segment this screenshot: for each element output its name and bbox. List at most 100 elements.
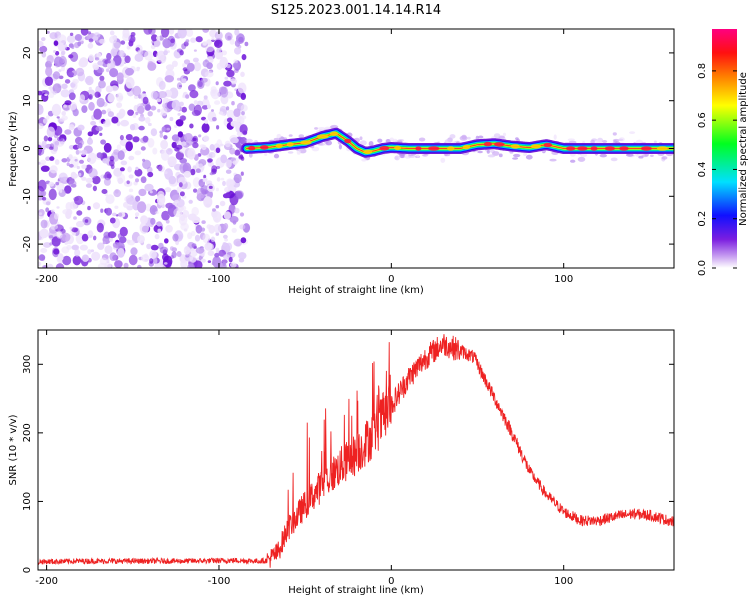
heatmap-noise-blob bbox=[46, 30, 50, 34]
heatmap-ridge-halo bbox=[487, 154, 496, 158]
heatmap-noise-blob bbox=[93, 235, 97, 241]
heatmap-noise-blob bbox=[212, 117, 217, 122]
colorbar-axis: 0.0 0.2 0.4 0.6 0.8 bbox=[697, 63, 737, 276]
heatmap-noise-blob bbox=[61, 158, 68, 163]
heatmap-y-axis: -20 -10 0 10 20 bbox=[22, 47, 674, 252]
heatmap-noise-blob bbox=[135, 111, 139, 116]
heatmap-noise-blob bbox=[177, 112, 181, 116]
heatmap-noise-blob bbox=[230, 157, 239, 164]
heatmap-noise-blob bbox=[234, 207, 240, 214]
heatmap-noise-blob bbox=[57, 34, 67, 45]
heatmap-noise-blob bbox=[198, 134, 202, 138]
heatmap-noise-blob bbox=[219, 143, 224, 147]
heatmap-noise-blob bbox=[99, 257, 108, 266]
heatmap-noise-blob bbox=[98, 80, 106, 89]
heatmap-noise-blob bbox=[220, 154, 228, 164]
heatmap-noise-blob bbox=[69, 32, 74, 36]
heatmap-noise-blob bbox=[127, 166, 132, 173]
heatmap-ridge-halo bbox=[602, 140, 608, 143]
heatmap-noise-blob bbox=[191, 109, 201, 117]
heatmap-signal-ridge bbox=[241, 124, 674, 163]
heatmap-noise-blob bbox=[228, 257, 233, 263]
snr-series-line bbox=[38, 334, 674, 568]
heatmap-noise-blob bbox=[65, 202, 73, 211]
heatmap-noise-blob bbox=[191, 216, 201, 224]
heatmap-ridge-halo bbox=[416, 153, 420, 158]
heatmap-noise-blob bbox=[210, 236, 216, 243]
heatmap-noise-blob bbox=[193, 188, 198, 193]
heatmap-noise-blob bbox=[148, 122, 152, 127]
heatmap-noise-blob bbox=[117, 248, 125, 258]
heatmap-ridge-halo bbox=[359, 140, 367, 146]
heatmap-noise-blob bbox=[161, 210, 171, 221]
heatmap-noise-blob bbox=[41, 37, 46, 42]
heatmap-noise-blob bbox=[119, 236, 127, 244]
heatmap-ridge-halo bbox=[661, 156, 668, 160]
heatmap-noise-blob bbox=[137, 235, 145, 244]
heatmap-noise-blob bbox=[72, 255, 82, 266]
heatmap-noise-blob bbox=[177, 29, 187, 39]
heatmap-noise-blob bbox=[77, 124, 85, 131]
heatmap-ridge-halo bbox=[568, 140, 577, 144]
heatmap-noise-blob bbox=[165, 64, 175, 71]
heatmap-noise-blob bbox=[72, 108, 79, 117]
heatmap-noise-blob bbox=[88, 95, 92, 99]
heatmap-noise-blob bbox=[96, 97, 105, 108]
heatmap-ridge-halo bbox=[617, 138, 624, 141]
heatmap-noise-blob bbox=[45, 207, 50, 213]
heatmap-noise-blob bbox=[152, 257, 158, 265]
heatmap-noise-blob bbox=[81, 254, 89, 262]
heatmap-noise-blob bbox=[81, 164, 87, 170]
heatmap-noise-blob bbox=[240, 92, 246, 100]
colorbar: 0.0 0.2 0.4 0.6 0.8 Normalized spectral ampl… bbox=[697, 29, 749, 276]
heatmap-noise-blob bbox=[128, 188, 134, 193]
heatmap-noise-blob bbox=[206, 62, 213, 70]
heatmap-noise-blob bbox=[241, 110, 245, 116]
heatmap-noise-blob bbox=[201, 116, 206, 121]
heatmap-noise-blob bbox=[109, 35, 117, 44]
heatmap-noise-blob bbox=[222, 242, 227, 247]
heatmap-noise-blob bbox=[49, 146, 54, 150]
heatmap-noise-blob bbox=[225, 159, 232, 168]
heatmap-noise-blob bbox=[215, 187, 219, 192]
heatmap-noise-blob bbox=[189, 123, 194, 129]
heatmap-noise-blob bbox=[132, 113, 137, 118]
heatmap-noise-blob bbox=[228, 203, 236, 214]
heatmap-ridge-peak bbox=[260, 145, 269, 150]
heatmap-noise-blob bbox=[87, 131, 94, 137]
heatmap-noise-blob bbox=[229, 262, 237, 268]
heatmap-ridge-halo bbox=[287, 151, 294, 154]
heatmap-noise-blob bbox=[88, 86, 92, 90]
heatmap-noise-blob bbox=[231, 227, 237, 233]
heatmap-noise-blob bbox=[170, 38, 175, 44]
heatmap-noise-blob bbox=[180, 205, 187, 211]
heatmap-noise-blob bbox=[61, 111, 66, 116]
heatmap-noise-blob bbox=[226, 117, 233, 123]
heatmap-ridge-halo bbox=[288, 134, 293, 137]
heatmap-noise-blob bbox=[242, 130, 248, 136]
heatmap-noise-blob bbox=[157, 228, 162, 233]
heatmap-ridge-halo bbox=[248, 152, 253, 158]
heatmap-noise-blob bbox=[175, 119, 184, 127]
heatmap-ridge-halo bbox=[502, 132, 507, 137]
heatmap-noise-blob bbox=[96, 40, 100, 43]
heatmap-noise-blob bbox=[150, 105, 157, 111]
heatmap-noise-blob bbox=[209, 172, 214, 176]
heatmap-noise-blob bbox=[171, 99, 181, 111]
heatmap-ridge-halo bbox=[317, 126, 326, 130]
heatmap-noise-blob bbox=[150, 128, 158, 137]
heatmap-noise-blob bbox=[169, 87, 179, 99]
heatmap-ridge-peak bbox=[344, 138, 352, 144]
heatmap-noise-blob bbox=[138, 188, 147, 197]
heatmap-noise-blob bbox=[54, 140, 60, 146]
heatmap-noise-blob bbox=[202, 29, 209, 33]
heatmap-noise-blob bbox=[191, 243, 197, 248]
heatmap-noise-blob bbox=[192, 57, 199, 63]
heatmap-noise-blob bbox=[58, 172, 68, 182]
heatmap-noise-blob bbox=[38, 141, 42, 146]
heatmap-noise-blob bbox=[88, 168, 98, 179]
heatmap-noise-blob bbox=[190, 230, 196, 237]
heatmap-noise-blob bbox=[45, 156, 51, 161]
heatmap-noise-blob bbox=[184, 133, 193, 142]
heatmap-noise-blob bbox=[59, 188, 63, 193]
